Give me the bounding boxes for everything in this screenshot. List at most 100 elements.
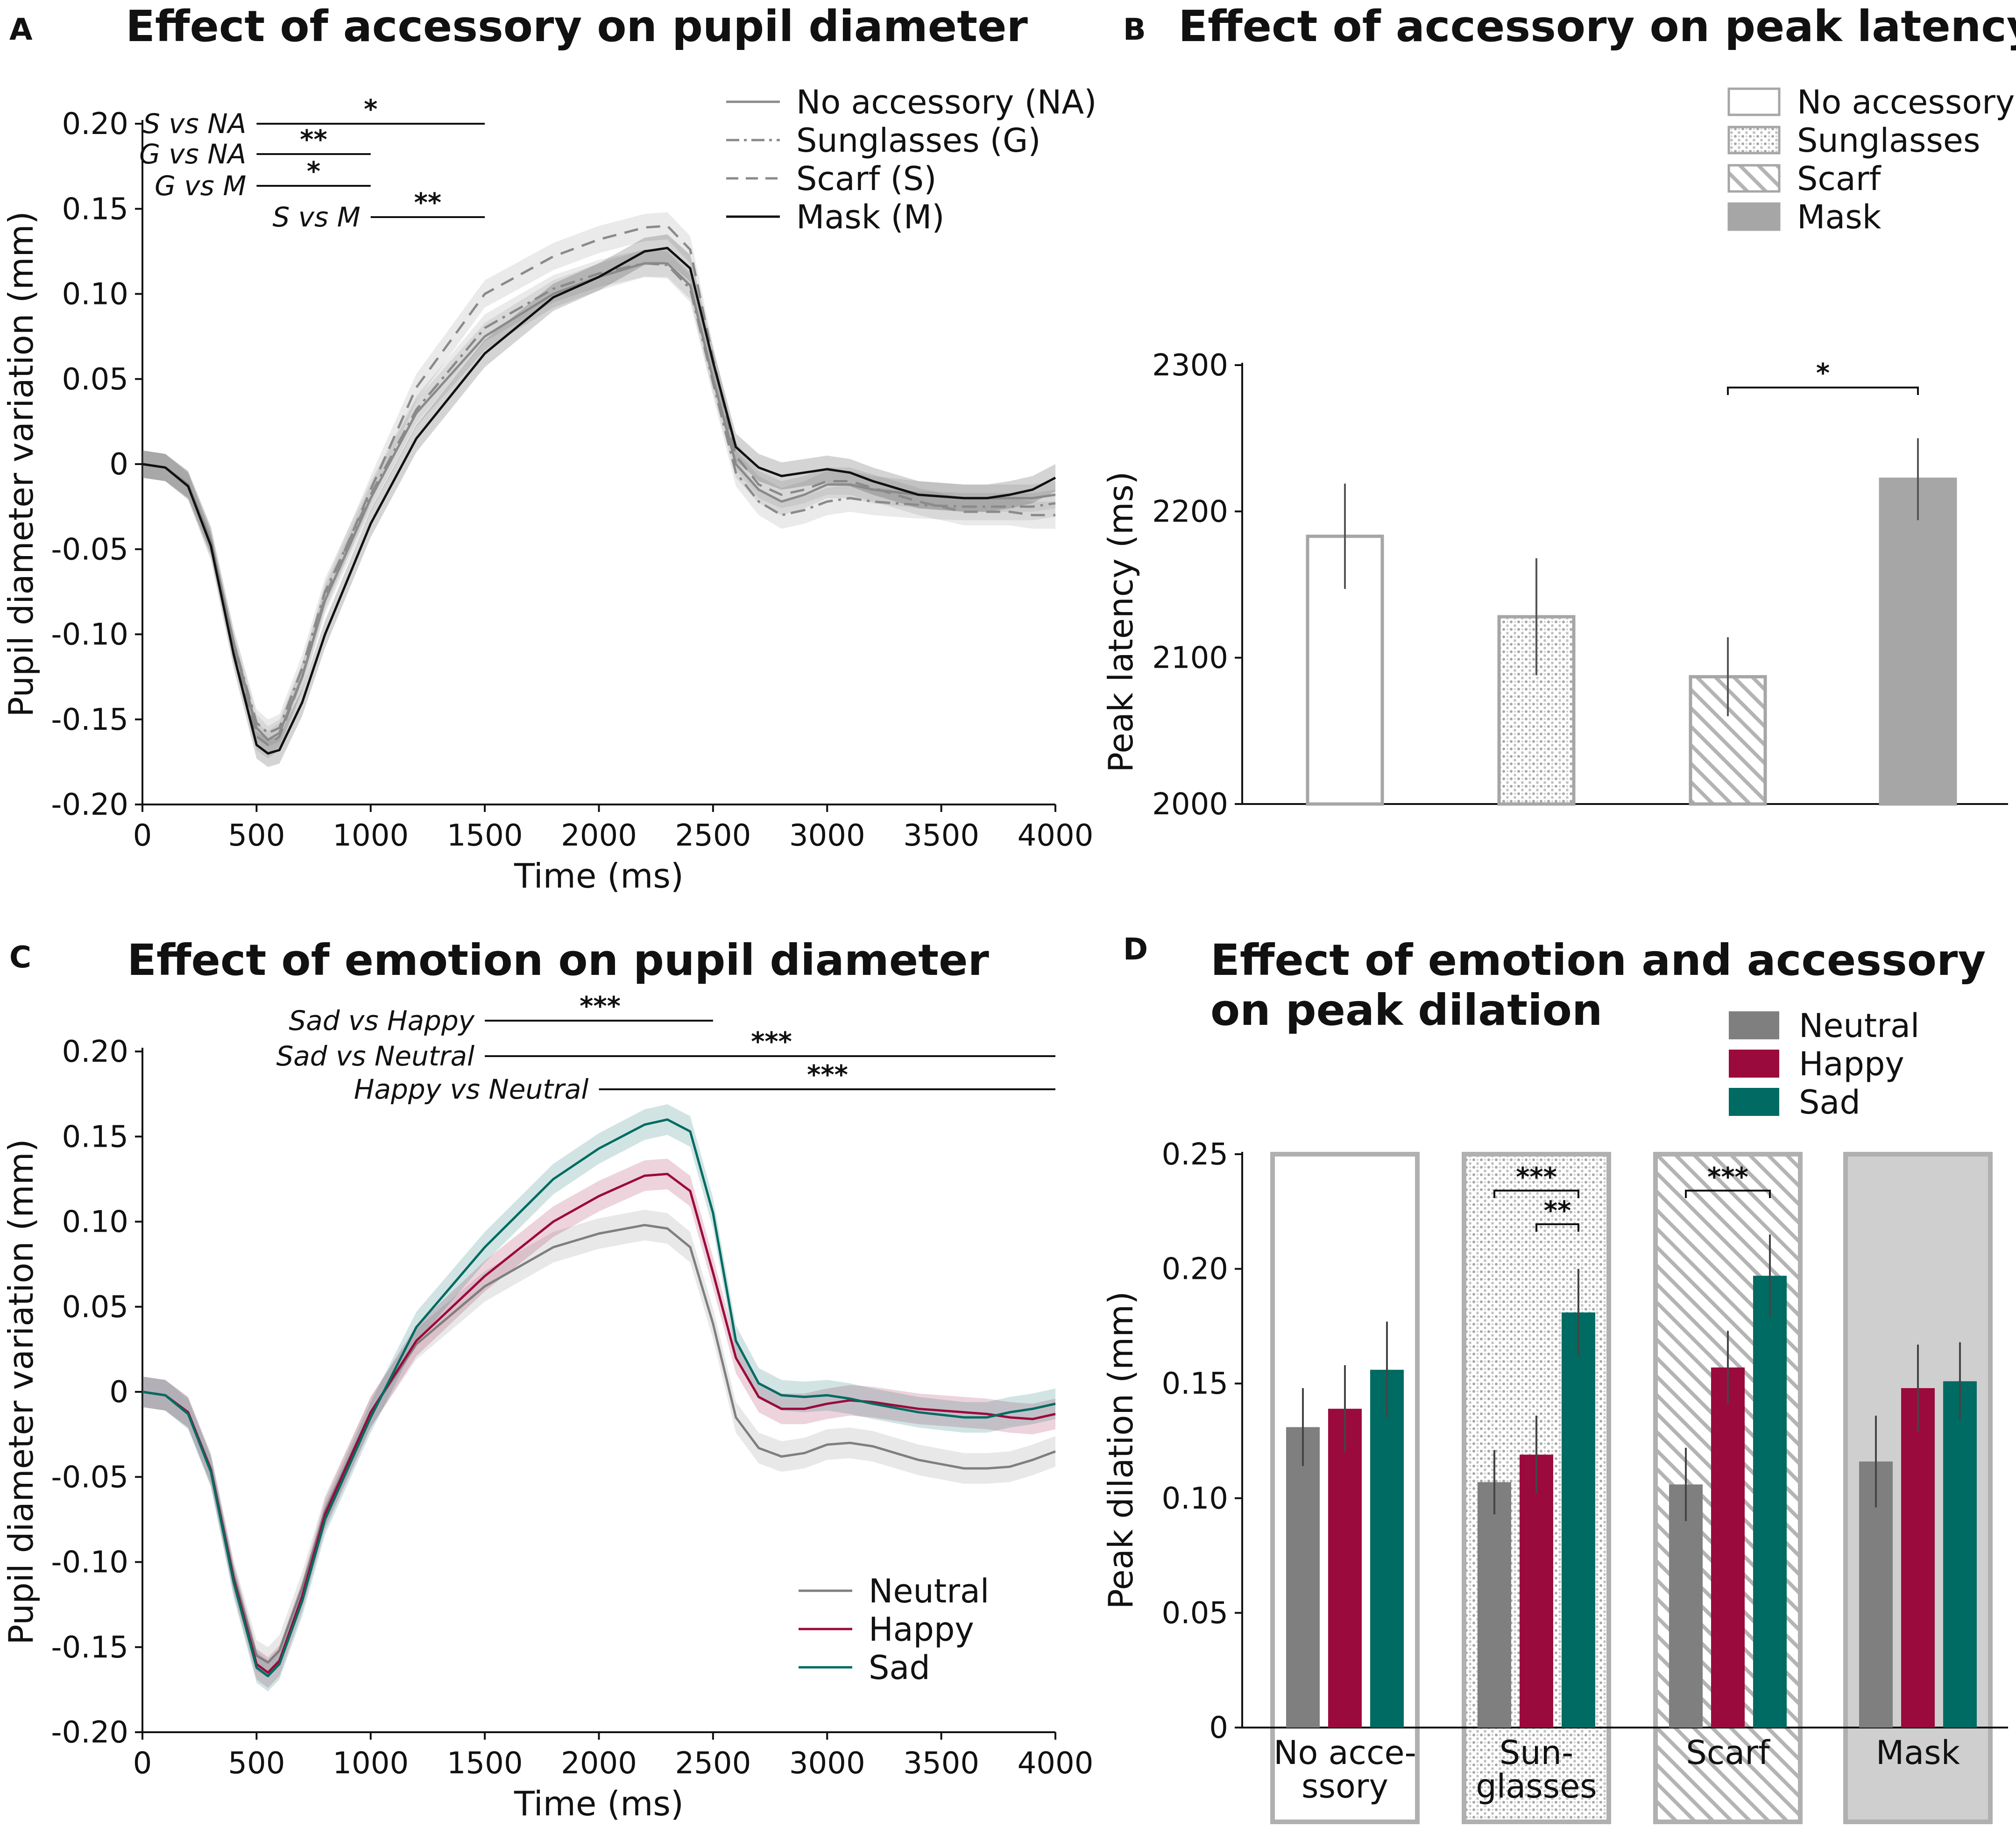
a-x-axis-label: Time (ms) — [514, 856, 684, 896]
c-x-tick-label: 4000 — [1018, 1746, 1094, 1781]
panel-c-title: Effect of emotion on pupil diameter — [127, 935, 989, 985]
a-legend-sunglasses-g: Sunglasses (G) — [796, 121, 1041, 160]
a-sig-stars: * — [307, 156, 320, 187]
a-y-tick-label: -0.10 — [51, 618, 128, 652]
b-y-tick-label: 2200 — [1152, 494, 1228, 529]
panel-a: A Effect of accessory on pupil diameter … — [1, 1, 1096, 896]
c-band-neutral — [142, 1210, 1055, 1678]
a-x-tick-label: 2000 — [561, 818, 637, 853]
d-legend-neutral: Neutral — [1799, 1007, 1919, 1045]
c-x-tick-label: 0 — [133, 1746, 152, 1781]
a-x-tick-label: 0 — [133, 818, 152, 853]
a-legend-mask-m: Mask (M) — [796, 198, 945, 236]
c-y-tick-label: -0.15 — [51, 1630, 128, 1665]
a-sig-stars: ** — [414, 188, 442, 218]
panel-a-title: Effect of accessory on pupil diameter — [126, 1, 1028, 51]
d-bar-neutral-1 — [1286, 1427, 1320, 1728]
d-x-tick-label-line1: Sun- — [1500, 1734, 1573, 1772]
c-x-tick-label: 2500 — [675, 1746, 751, 1781]
d-bar-happy-2 — [1520, 1454, 1553, 1728]
b-legend-no-accessory: No accessory — [1797, 83, 2015, 121]
c-y-tick-label: 0.05 — [62, 1290, 129, 1325]
a-y-tick-label: 0.20 — [62, 107, 129, 141]
d-sig-stars: *** — [1516, 1162, 1557, 1192]
d-y-axis-label: Peak dilation (mm) — [1101, 1291, 1140, 1609]
a-sig-stars: ** — [300, 125, 327, 155]
a-y-tick-label: -0.05 — [51, 532, 128, 567]
panel-b-letter: B — [1123, 13, 1146, 47]
c-x-tick-label: 1000 — [332, 1746, 409, 1781]
d-legend-swatch-happy — [1729, 1050, 1779, 1078]
c-sig-stars: *** — [580, 991, 621, 1022]
c-legend-neutral: Neutral — [869, 1572, 989, 1610]
c-y-tick-label: 0.15 — [62, 1120, 129, 1154]
d-x-tick-label-line1: Mask — [1876, 1734, 1960, 1772]
c-sig-label: Sad vs Happy — [289, 1005, 474, 1037]
d-x-tick-label-line1: Scarf — [1686, 1734, 1770, 1772]
c-sig-label: Sad vs Neutral — [276, 1040, 474, 1072]
b-legend-swatch-scarf — [1727, 164, 1781, 193]
c-y-tick-label: 0.20 — [62, 1035, 129, 1069]
b-y-axis-label: Peak latency (ms) — [1101, 471, 1140, 772]
a-legend-scarf-s: Scarf (S) — [796, 160, 937, 198]
c-series-sad — [142, 1118, 1056, 1678]
a-x-tick-label: 1000 — [332, 818, 409, 853]
b-legend-swatch-no-accessory — [1727, 87, 1781, 116]
d-bar-happy-4 — [1901, 1388, 1935, 1728]
d-x-tick-label-line2: ssory — [1302, 1767, 1388, 1806]
a-x-tick-label: 2500 — [675, 818, 751, 853]
a-y-tick-label: 0.15 — [62, 192, 129, 226]
d-y-tick-label: 0.25 — [1162, 1137, 1229, 1172]
b-legend-scarf: Scarf — [1797, 160, 1882, 198]
b-bar-mask — [1879, 477, 1957, 806]
d-sig-stars: ** — [1544, 1196, 1571, 1226]
b-legend-mask: Mask — [1797, 198, 1882, 236]
a-x-tick-label: 500 — [228, 818, 285, 853]
b-y-tick-label: 2000 — [1152, 787, 1228, 822]
c-x-axis-label: Time (ms) — [514, 1784, 684, 1823]
a-sig-label: S vs NA — [143, 108, 246, 140]
a-sig-label: S vs M — [272, 201, 360, 233]
d-y-tick-label: 0.15 — [1162, 1367, 1229, 1401]
a-x-tick-label: 3500 — [903, 818, 979, 853]
c-series-neutral — [142, 1224, 1056, 1664]
b-y-tick-label: 2300 — [1152, 348, 1228, 383]
d-x-tick-label-line2: glasses — [1476, 1767, 1597, 1806]
d-y-tick-label: 0 — [1209, 1711, 1228, 1745]
panel-d-title-line2: on peak dilation — [1210, 985, 1603, 1035]
a-y-tick-label: 0.10 — [62, 277, 129, 312]
a-x-tick-label: 1500 — [447, 818, 523, 853]
c-sig-stars: *** — [807, 1060, 848, 1090]
d-bar-sad-1 — [1370, 1369, 1404, 1728]
b-legend-swatch-sunglasses — [1727, 126, 1781, 155]
d-bar-neutral-3 — [1669, 1484, 1703, 1728]
c-y-tick-label: -0.20 — [51, 1715, 128, 1750]
c-y-tick-label: 0 — [109, 1375, 128, 1410]
c-sig-label: Happy vs Neutral — [354, 1073, 589, 1105]
a-series-mask-m — [142, 247, 1056, 755]
a-x-tick-label: 4000 — [1018, 818, 1094, 853]
panel-c-letter: C — [9, 940, 31, 975]
c-y-axis-label: Pupil diameter variation (mm) — [1, 1139, 41, 1644]
a-y-tick-label: 0.05 — [62, 362, 129, 397]
b-legend-swatch-mask — [1727, 202, 1781, 231]
a-band-scarf-s — [142, 212, 1055, 759]
a-y-axis-label: Pupil diameter variation (mm) — [1, 211, 41, 717]
d-sig-bracket — [1685, 1190, 1771, 1198]
c-x-tick-label: 2000 — [561, 1746, 637, 1781]
d-legend-happy: Happy — [1799, 1045, 1904, 1083]
panel-a-letter: A — [9, 13, 33, 47]
c-y-tick-label: -0.10 — [51, 1545, 128, 1580]
b-legend-sunglasses: Sunglasses — [1797, 121, 1980, 160]
c-x-tick-label: 1500 — [447, 1746, 523, 1781]
d-legend-sad: Sad — [1799, 1083, 1860, 1122]
panel-d-letter: D — [1123, 932, 1148, 967]
d-bar-sad-4 — [1943, 1381, 1977, 1728]
a-sig-label: G vs M — [155, 170, 246, 202]
a-series-sunglasses-g — [142, 262, 1056, 734]
d-bar-sad-2 — [1562, 1312, 1595, 1728]
panel-c: C Effect of emotion on pupil diameter -0… — [1, 935, 1093, 1823]
d-x-tick-label-line1: No acce- — [1273, 1734, 1416, 1772]
a-sig-stars: * — [364, 94, 377, 125]
